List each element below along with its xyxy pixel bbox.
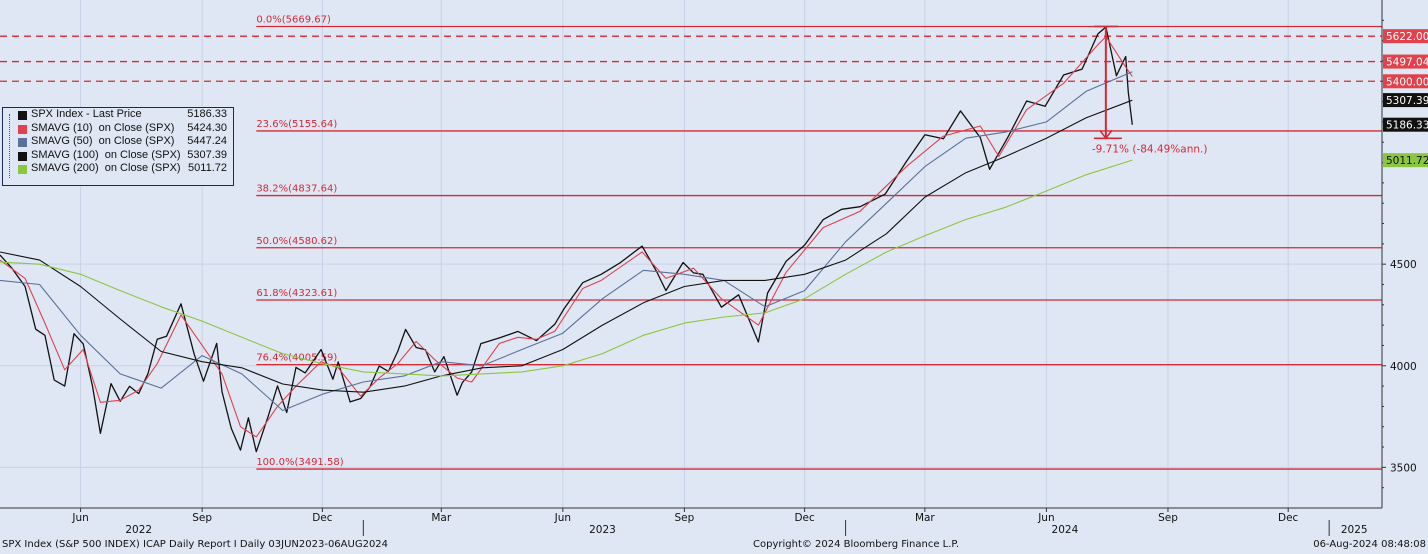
- legend-swatch: [18, 138, 27, 148]
- price-tag-label: 5011.72: [1386, 155, 1428, 167]
- y-tick-label: 4000: [1390, 361, 1417, 373]
- legend-swatch: [18, 111, 27, 120]
- legend-item: SMAVG (200) on Close (SPX) 5011.72: [3, 162, 233, 176]
- footer-right: 06-Aug-2024 08:48:08: [1313, 539, 1426, 550]
- x-tick-label: Sep: [1158, 512, 1178, 524]
- fib-levels: 0.0%(5669.67) 23.6%(5155.64) 38.2%(4837.64…: [0, 14, 1382, 470]
- year-label: 2022: [125, 524, 152, 536]
- level-tag-label: 5400.00: [1386, 76, 1428, 88]
- fib-level-label: 76.4%(4005.59): [256, 353, 337, 364]
- legend-item: SMAVG (50) on Close (SPX) 5447.24: [3, 135, 233, 149]
- price-tag-bg: [1383, 153, 1428, 168]
- y-tick-label: 3500: [1390, 462, 1417, 474]
- x-tick-label: Jun: [71, 512, 88, 524]
- legend-name: SMAVG (200) on Close (SPX): [31, 162, 181, 175]
- x-tick-label: Sep: [192, 512, 212, 524]
- fib-level-label: 0.0%(5669.67): [256, 14, 331, 25]
- gridlines: [0, 0, 1382, 508]
- legend-value: 5011.72: [188, 162, 227, 175]
- footer: SPX Index (S&P 500 INDEX) ICAP Daily Rep…: [2, 539, 1426, 550]
- legend-name: SMAVG (10) on Close (SPX): [31, 121, 175, 134]
- legend-swatch: [18, 165, 27, 175]
- legend-item: SMAVG (10) on Close (SPX) 5424.30: [3, 122, 233, 136]
- fib-level-label: 61.8%(4323.61): [256, 288, 337, 299]
- legend-swatch: [18, 124, 27, 134]
- level-tag-bg: [1383, 54, 1428, 69]
- series-line: [0, 36, 1133, 438]
- legend: SPX Index - Last Price 5186.33 SMAVG (10…: [2, 107, 234, 186]
- year-label: 2025: [1341, 524, 1368, 536]
- drawdown-annotation: -9.71% (-84.49%ann.): [1092, 25, 1208, 155]
- footer-center: Copyright© 2024 Bloomberg Finance L.P.: [753, 539, 959, 550]
- series-line: [0, 159, 1133, 377]
- legend-name: SPX Index - Last Price: [31, 108, 142, 120]
- x-tick-label: Jun: [554, 512, 571, 524]
- fib-level-label: 38.2%(4837.64): [256, 184, 337, 195]
- level-tag-bg: [1383, 74, 1428, 89]
- series-line: [0, 71, 1133, 412]
- legend-item: SMAVG (100) on Close (SPX) 5307.39: [3, 149, 233, 163]
- series-line: [0, 26, 1133, 453]
- x-tick-label: Dec: [794, 512, 815, 524]
- year-label: 2023: [589, 524, 616, 536]
- legend-value: 5307.39: [187, 148, 227, 161]
- x-tick-label: Sep: [674, 512, 694, 524]
- legend-name: SMAVG (50) on Close (SPX): [31, 135, 175, 148]
- level-tag-label: 5622.00: [1386, 31, 1428, 43]
- level-tag-label: 5497.04: [1386, 57, 1428, 69]
- fib-level-label: 100.0%(3491.58): [256, 457, 343, 468]
- legend-name: SMAVG (100) on Close (SPX): [31, 148, 181, 161]
- legend-swatch: [18, 151, 27, 161]
- x-tick-label: Mar: [915, 512, 935, 524]
- legend-value: 5424.30: [187, 121, 227, 134]
- drawdown-label: -9.71% (-84.49%ann.): [1092, 143, 1208, 155]
- y-axis: 3500 4000 4500 5622.00 5497.04 5400.00 5307.39…: [1381, 0, 1428, 508]
- legend-tree-line: [9, 114, 15, 178]
- y-tick-label: 4500: [1390, 259, 1417, 271]
- price-tag-bg: [1383, 117, 1428, 132]
- plot-background: [0, 0, 1382, 508]
- x-tick-label: Jun: [1037, 512, 1054, 524]
- x-axis: Jun Sep Dec Mar Jun Sep Dec Mar Jun Sep Dec 2022 202…: [0, 507, 1382, 536]
- year-label: 2024: [1052, 524, 1079, 536]
- price-tag-label: 5307.39: [1386, 95, 1428, 107]
- legend-value: 5186.33: [187, 108, 227, 120]
- price-tag-label: 5186.33: [1386, 120, 1428, 132]
- legend-item: SPX Index - Last Price 5186.33: [3, 108, 233, 122]
- legend-value: 5447.24: [187, 135, 227, 148]
- series-lines: [0, 26, 1133, 453]
- price-tag-bg: [1383, 93, 1428, 108]
- fib-level-label: 23.6%(5155.64): [256, 119, 337, 130]
- footer-left: SPX Index (S&P 500 INDEX) ICAP Daily Rep…: [2, 539, 388, 550]
- x-tick-label: Dec: [312, 512, 333, 524]
- fib-level-label: 50.0%(4580.62): [256, 236, 337, 247]
- series-line: [0, 99, 1133, 393]
- x-tick-label: Dec: [1278, 512, 1299, 524]
- x-tick-label: Mar: [431, 512, 451, 524]
- level-tag-bg: [1383, 29, 1428, 44]
